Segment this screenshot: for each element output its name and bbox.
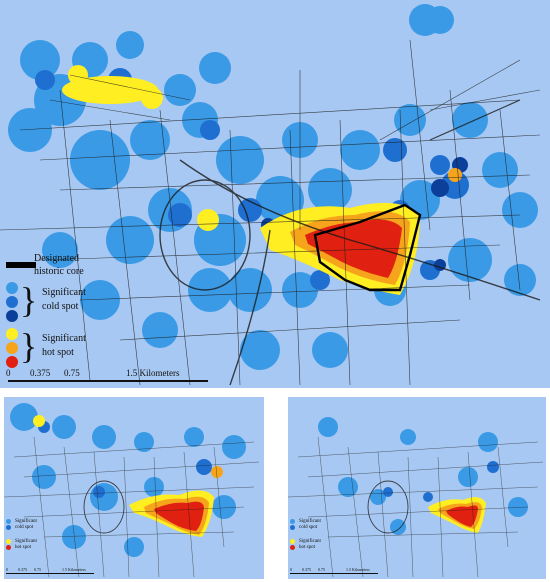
small-map-left: Significant cold spot Significant hot sp… bbox=[4, 397, 264, 579]
small-right-hot-layer bbox=[428, 497, 486, 533]
hot-brace: } bbox=[20, 326, 38, 366]
small-right-hot-swatch-2 bbox=[290, 545, 295, 550]
small-left-scale-tick-0: 0 bbox=[6, 567, 8, 572]
small-left-cold-swatch bbox=[6, 519, 11, 524]
main-legend: Designated historic core } Significant c… bbox=[6, 250, 126, 370]
scale-tick-2: 0.75 bbox=[64, 368, 80, 378]
small-right-scale-tick-0: 0 bbox=[290, 567, 292, 572]
small-right-hot-label: Significant hot spot bbox=[299, 539, 321, 550]
small-left-scale-bar: 0 0.375 0.75 1.5 Kilometers bbox=[6, 567, 96, 577]
small-left-scale-tick-1: 0.375 bbox=[18, 567, 27, 572]
small-right-scale-line bbox=[290, 573, 378, 574]
historic-core-swatch bbox=[6, 262, 36, 268]
small-right-scale-tick-2: 0.75 bbox=[318, 567, 325, 572]
small-left-streets bbox=[4, 436, 260, 578]
small-left-hot-swatch-2 bbox=[6, 545, 11, 550]
small-right-cold-label: Significant cold spot bbox=[299, 519, 321, 530]
small-right-cold-swatch bbox=[290, 519, 295, 524]
small-map-right: Significant cold spot Significant hot sp… bbox=[288, 397, 546, 579]
small-right-scale-tick-1: 0.375 bbox=[302, 567, 311, 572]
small-map-right-canvas bbox=[288, 397, 546, 579]
small-left-scale-tick-3: 1.5 Kilometers bbox=[62, 567, 86, 572]
dark-blue-swatch bbox=[6, 310, 18, 322]
small-left-scale-tick-2: 0.75 bbox=[34, 567, 41, 572]
small-right-cold-layer bbox=[318, 417, 528, 535]
yellow-swatch bbox=[6, 328, 18, 340]
light-blue-swatch bbox=[6, 282, 18, 294]
mid-blue-swatch bbox=[6, 296, 18, 308]
small-left-hot-layer bbox=[33, 415, 223, 537]
small-left-hot-label: Significant hot spot bbox=[15, 539, 37, 550]
scale-tick-3: 1.5 Kilometers bbox=[126, 368, 180, 378]
historic-core-outline bbox=[313, 203, 422, 292]
cold-brace: } bbox=[20, 280, 38, 320]
main-map-canvas bbox=[0, 0, 550, 388]
small-left-hot-swatch bbox=[6, 539, 11, 544]
scale-tick-1: 0.375 bbox=[30, 368, 51, 378]
small-left-cold-swatch-2 bbox=[6, 525, 11, 530]
orange-swatch bbox=[6, 342, 18, 354]
red-swatch bbox=[6, 356, 18, 368]
small-left-cold-layer bbox=[10, 403, 246, 557]
small-right-mid-layer bbox=[383, 461, 499, 502]
small-left-cold-label: Significant cold spot bbox=[15, 519, 37, 530]
cold-spot-layer bbox=[8, 4, 538, 370]
main-scale-bar: 0 0.375 0.75 1.5 Kilometers bbox=[6, 368, 216, 388]
small-right-scale-bar: 0 0.375 0.75 1.5 Kilometers bbox=[290, 567, 380, 577]
street-network bbox=[0, 39, 541, 386]
small-left-scale-line bbox=[6, 573, 94, 574]
cold-spot-label: Significant cold spot bbox=[42, 287, 86, 312]
small-right-cold-swatch-2 bbox=[290, 525, 295, 530]
scale-tick-0: 0 bbox=[6, 368, 11, 378]
main-map: Designated historic core } Significant c… bbox=[0, 0, 550, 388]
small-right-hot-swatch bbox=[290, 539, 295, 544]
small-right-legend: Significant cold spot Significant hot sp… bbox=[290, 517, 350, 567]
small-left-legend: Significant cold spot Significant hot sp… bbox=[6, 517, 66, 567]
hot-spot-label: Significant hot spot bbox=[42, 333, 86, 358]
historic-core-label: Designated historic core bbox=[34, 253, 84, 277]
small-right-streets bbox=[288, 436, 544, 578]
small-right-scale-tick-3: 1.5 Kilometers bbox=[346, 567, 370, 572]
small-map-left-canvas bbox=[4, 397, 264, 579]
scale-bar-line bbox=[8, 380, 208, 382]
